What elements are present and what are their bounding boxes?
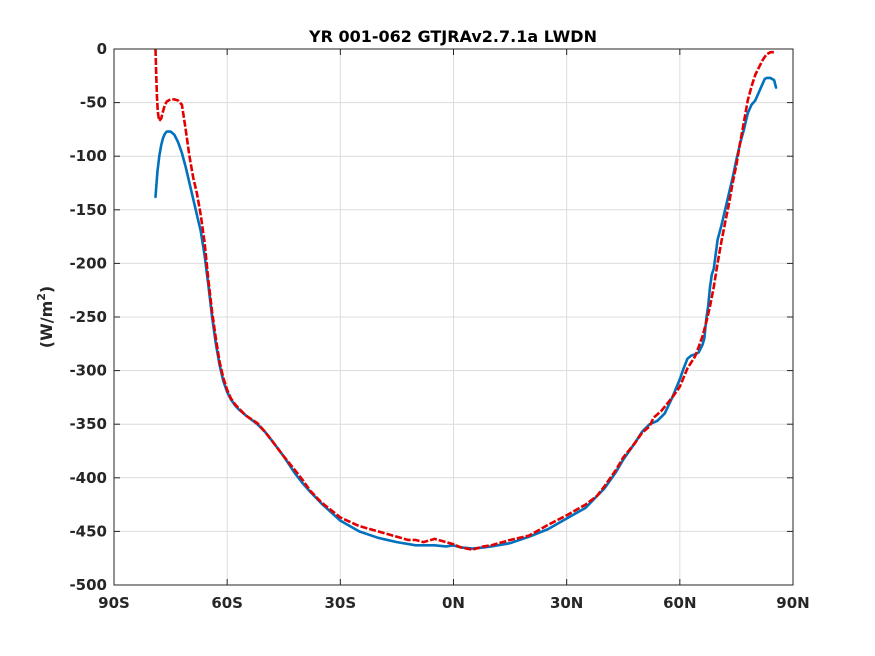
x-tick-label-1: 60S xyxy=(211,594,243,612)
y-tick-label-5: -250 xyxy=(69,308,107,326)
y-tick-label-8: -400 xyxy=(69,469,107,487)
x-tick-label-6: 90N xyxy=(776,594,809,612)
y-tick-label-7: -350 xyxy=(69,415,107,433)
x-tick-label-3: 0N xyxy=(442,594,465,612)
y-tick-label-2: -100 xyxy=(69,147,107,165)
y-tick-label-9: -450 xyxy=(69,522,107,540)
series-group xyxy=(154,48,778,551)
x-tick-label-4: 30N xyxy=(550,594,583,612)
grid xyxy=(114,49,793,585)
y-tick-label-10: -500 xyxy=(69,576,107,594)
y-tick-label-3: -150 xyxy=(69,201,107,219)
x-tick-label-2: 30S xyxy=(324,594,356,612)
y-axis-label-close: ) xyxy=(37,286,56,293)
y-axis-label-superscript: 2 xyxy=(35,293,48,301)
series-line-1 xyxy=(154,48,775,551)
ticks: 90S 60S 30S 0N 30N 60N 90N 0 -50 -100 -150 -200 -250… xyxy=(69,40,809,612)
y-tick-label-4: -200 xyxy=(69,254,107,272)
y-axis-label-main: (W/m xyxy=(37,301,56,348)
x-tick-label-5: 60N xyxy=(663,594,696,612)
x-tick-label-0: 90S xyxy=(98,594,130,612)
y-axis-label: (W/m2) xyxy=(35,286,56,348)
y-tick-label-6: -300 xyxy=(69,362,107,380)
y-tick-label-0: 0 xyxy=(97,40,107,58)
chart-title: YR 001-062 GTJRAv2.7.1a LWDN xyxy=(308,27,597,46)
y-tick-label-1: -50 xyxy=(80,94,107,112)
